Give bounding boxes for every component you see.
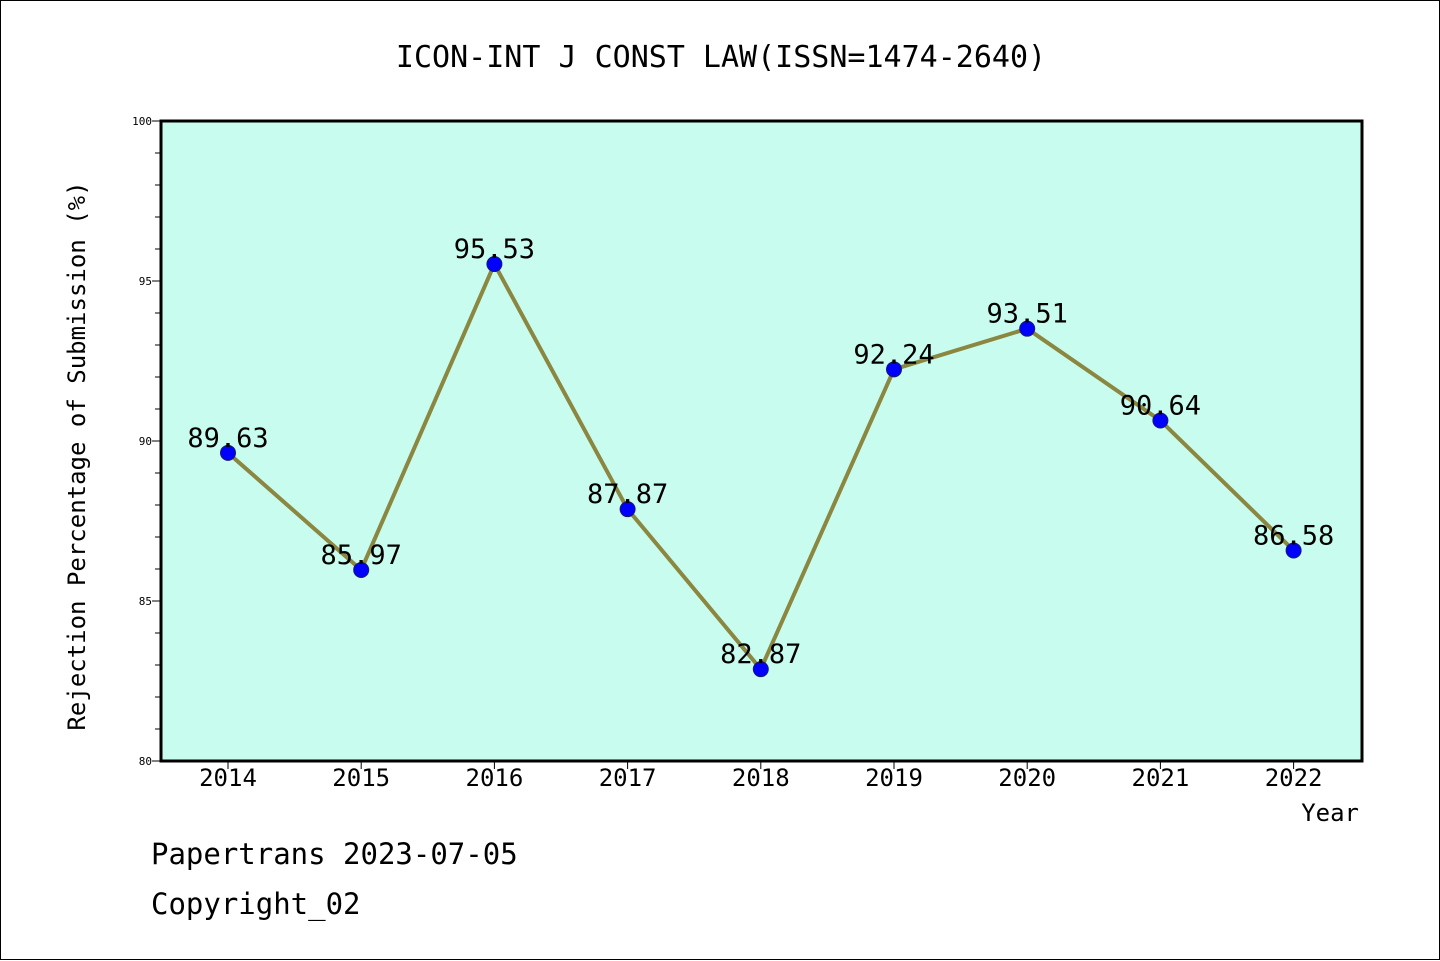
y-tick-label: 95	[139, 275, 152, 288]
data-point	[220, 444, 236, 461]
data-label: 86.58	[1253, 520, 1334, 551]
y-tick-label: 100	[132, 115, 152, 128]
footer-copyright-line: Copyright_02	[151, 887, 361, 921]
x-tick-label: 2022	[1265, 764, 1323, 792]
x-tick-label: 2014	[199, 764, 257, 792]
x-axis-label: Year	[1301, 799, 1359, 827]
x-tick-label: 2015	[332, 764, 390, 792]
data-label: 82.87	[720, 639, 801, 670]
data-label: 95.53	[454, 234, 535, 265]
data-label: 87.87	[587, 479, 668, 510]
data-point	[1285, 542, 1302, 559]
data-point	[353, 561, 370, 578]
y-axis: 80 85 90 95 100	[132, 115, 161, 768]
y-tick-label: 90	[139, 435, 152, 448]
data-label: 92.24	[853, 339, 934, 370]
plot-area	[159, 119, 1364, 763]
series	[220, 256, 1302, 678]
data-point	[486, 256, 503, 273]
x-tick-label: 2021	[1132, 764, 1190, 792]
data-label: 89.63	[187, 423, 268, 454]
x-axis: 2014 2015 2016 2017 2018 2019 2020 2021 2022	[199, 761, 1322, 792]
data-label: 93.51	[987, 299, 1068, 330]
data-label: 85.97	[321, 540, 402, 571]
x-tick-label: 2017	[599, 764, 657, 792]
data-point	[1019, 320, 1036, 337]
data-point	[886, 361, 902, 378]
data-point	[752, 661, 769, 678]
y-tick-label: 80	[139, 755, 152, 768]
x-tick-label: 2019	[865, 764, 923, 792]
x-tick-label: 2016	[466, 764, 524, 792]
data-labels: 89.63 85.97 95.53 87.87 82.87 92.24 93.51 90.64…	[187, 234, 1334, 670]
data-point	[1152, 412, 1169, 429]
y-tick-label: 85	[139, 595, 152, 608]
chart-title: ICON-INT J CONST LAW(ISSN=1474-2640)	[396, 40, 1046, 75]
footer-date-line: Papertrans 2023-07-05	[151, 837, 518, 871]
data-label: 90.64	[1120, 391, 1201, 422]
x-tick-label: 2020	[998, 764, 1056, 792]
y-axis-label: Rejection Percentage of Submission (%)	[63, 181, 91, 730]
data-point	[619, 501, 636, 518]
x-tick-label: 2018	[732, 764, 790, 792]
